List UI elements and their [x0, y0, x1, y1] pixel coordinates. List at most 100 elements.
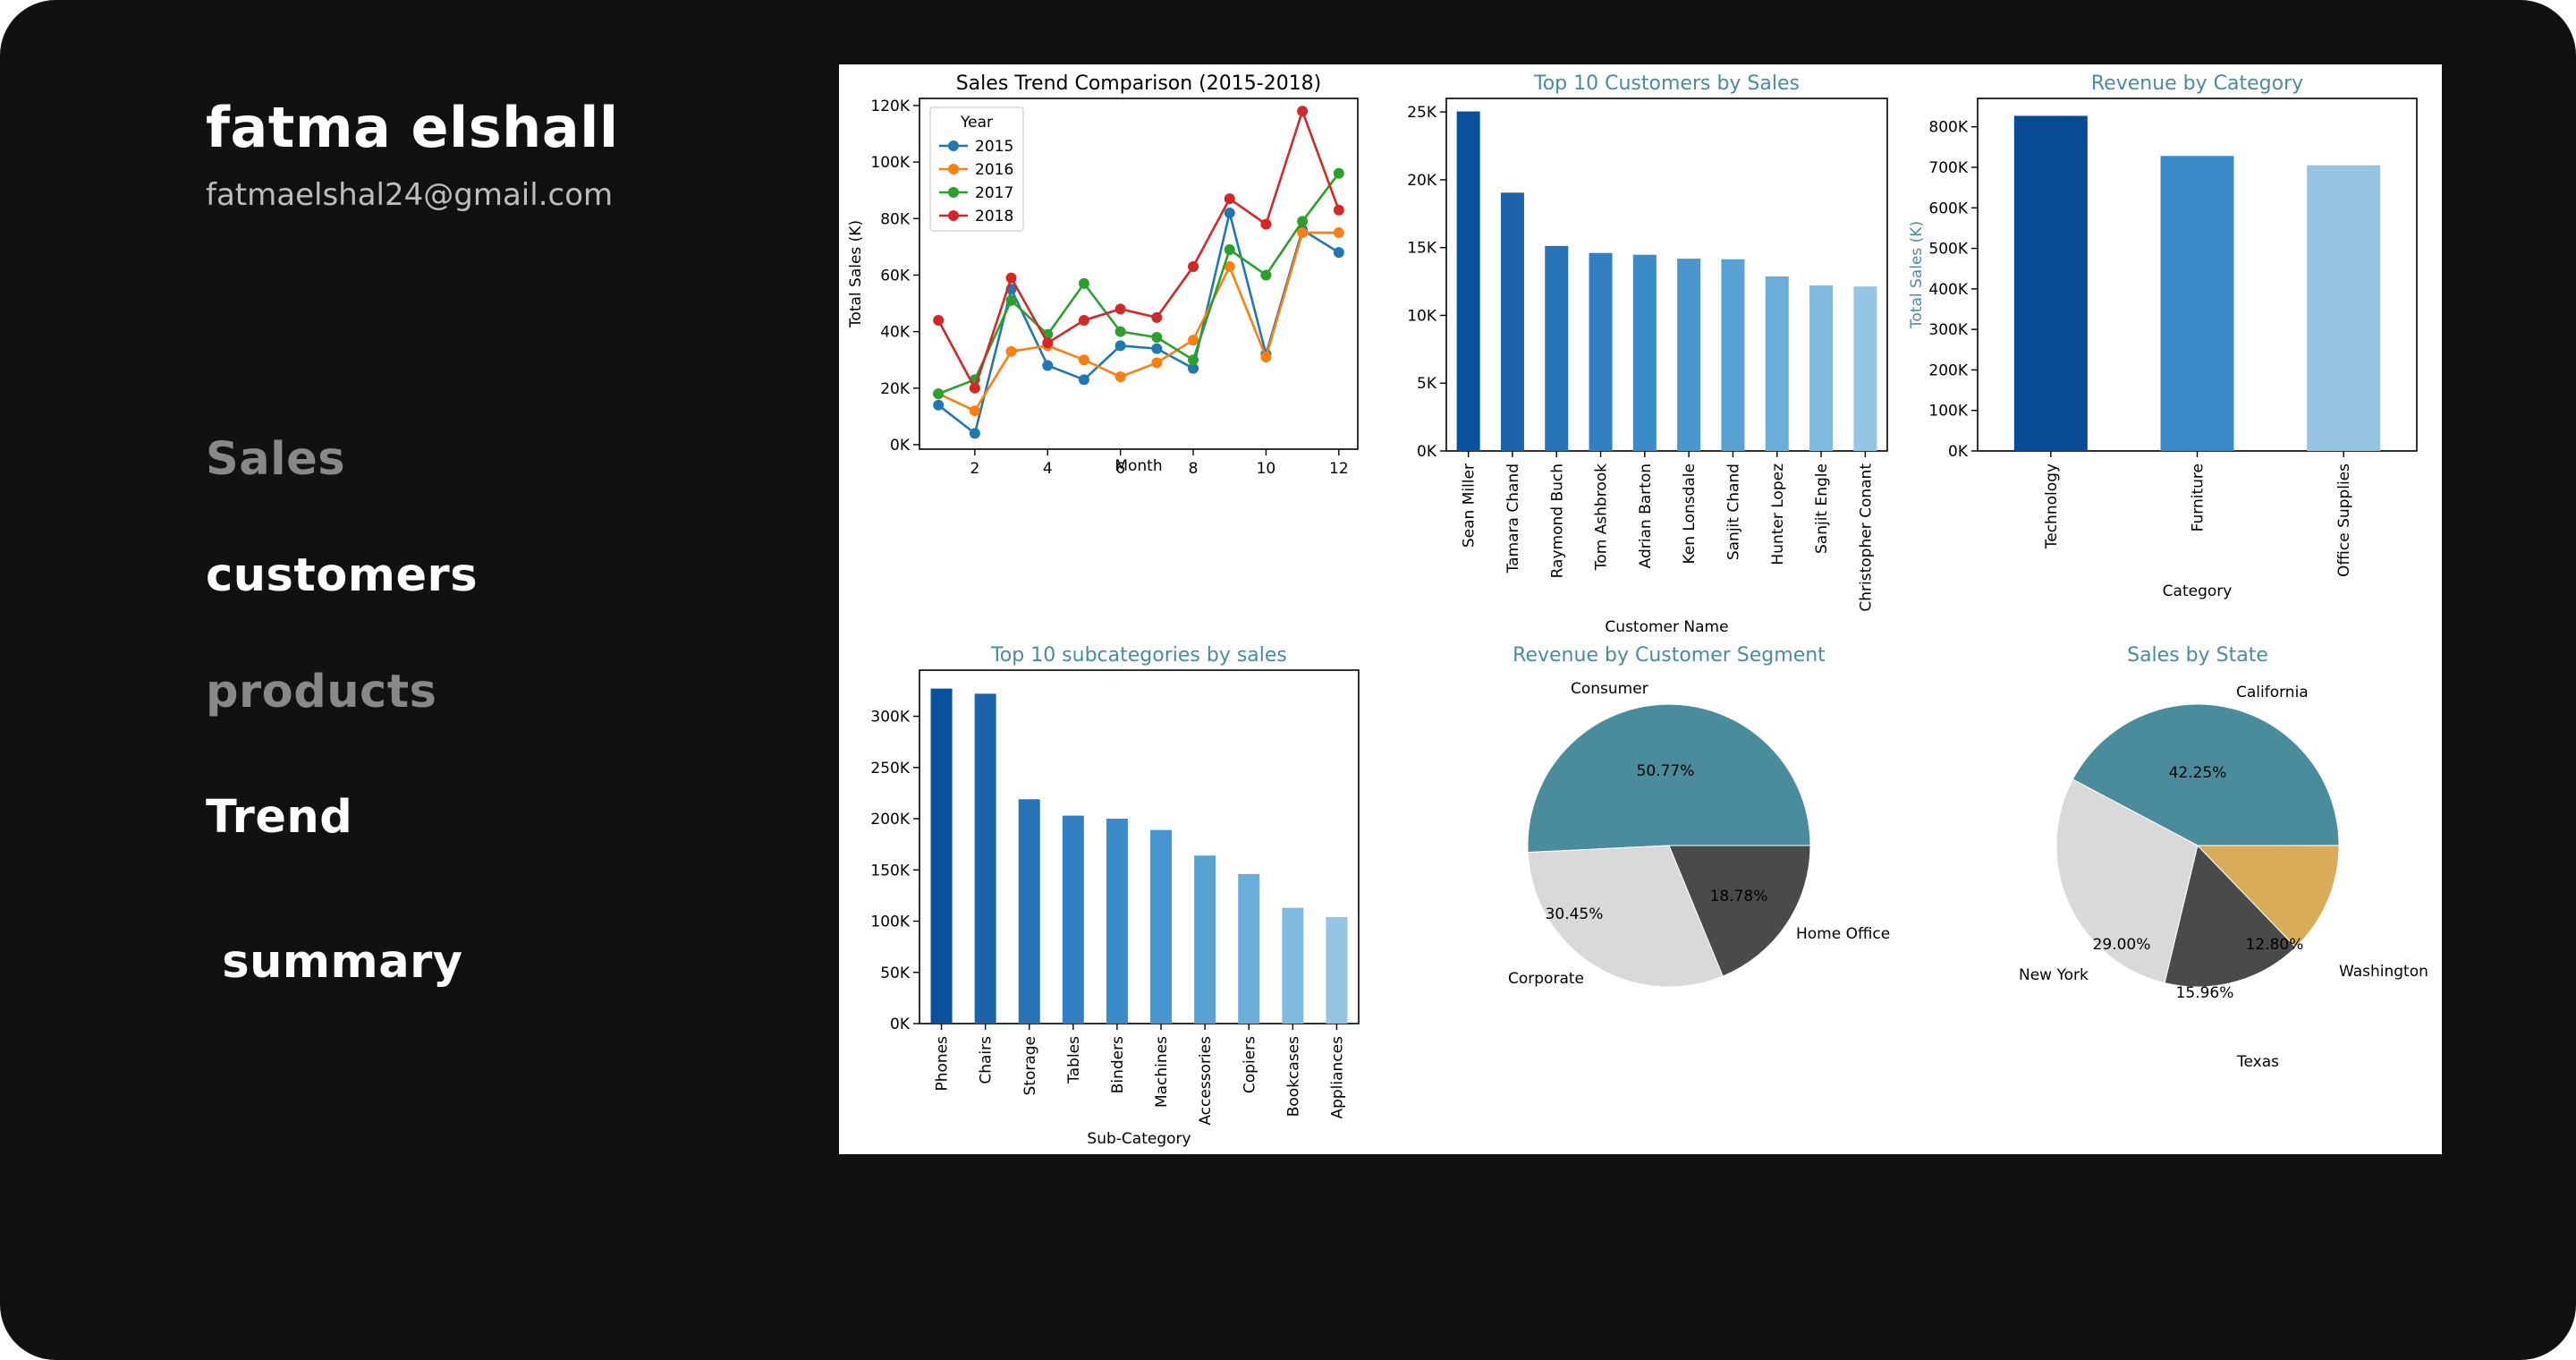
y-tick-label: 200K	[1928, 361, 1968, 379]
legend-marker	[948, 187, 959, 198]
y-tick-label: 100K	[870, 914, 910, 931]
y-tick-label: 300K	[1928, 321, 1968, 339]
pie-slice	[1668, 845, 1811, 977]
bar	[974, 693, 996, 1024]
legend-box	[929, 106, 1024, 232]
bar	[1018, 799, 1040, 1024]
data-point	[969, 405, 980, 417]
x-tick-label: Chairs	[978, 1036, 996, 1084]
data-point	[969, 428, 980, 439]
data-point	[1224, 244, 1235, 256]
y-tick-label: 250K	[870, 760, 910, 778]
pie-slice	[2072, 703, 2340, 846]
pie-slice	[1527, 845, 1724, 988]
bar	[2013, 115, 2088, 451]
data-point	[1151, 331, 1163, 343]
legend-label: 2015	[975, 138, 1013, 156]
chart-title: Sales by State	[2127, 644, 2268, 667]
y-tick-label: 50K	[880, 965, 911, 982]
data-point	[1333, 204, 1344, 216]
x-tick-label: Phones	[934, 1036, 952, 1092]
series-line-2017	[937, 172, 1340, 395]
series-line-2015	[937, 212, 1340, 436]
legend-label: 2018	[975, 208, 1013, 225]
bar	[1106, 819, 1128, 1024]
nav-item-products[interactable]: products	[206, 666, 437, 718]
data-point	[1297, 227, 1309, 239]
slice-label: Texas	[2236, 1053, 2279, 1071]
user-email: fatmaelshal24@gmail.com	[206, 177, 614, 213]
y-tick-label: 0K	[890, 1016, 911, 1033]
nav-item-trend[interactable]: Trend	[206, 791, 353, 844]
pie-slice	[2196, 845, 2340, 948]
y-tick-label: 40K	[880, 324, 911, 342]
data-point	[1333, 227, 1344, 239]
x-tick-label: Raymond Buch	[1548, 463, 1566, 578]
data-point	[1188, 362, 1199, 374]
x-tick-label: Appliances	[1328, 1036, 1346, 1119]
x-axis-label: Category	[2163, 582, 2233, 600]
y-tick-label: 15K	[1407, 240, 1437, 258]
legend-label: 2016	[975, 161, 1013, 179]
data-point	[1114, 340, 1126, 352]
x-tick-label: Ken Lonsdale	[1681, 463, 1699, 565]
x-tick-label: Christopher Conant	[1857, 463, 1875, 612]
bar	[1238, 873, 1260, 1024]
bar	[1194, 855, 1216, 1024]
bar	[1282, 907, 1304, 1024]
data-point	[1224, 193, 1235, 205]
pie-slice	[2164, 844, 2297, 988]
y-tick-label: 60K	[880, 267, 911, 285]
y-tick-label: 0K	[890, 437, 911, 455]
data-point	[1188, 260, 1199, 272]
bar	[1545, 245, 1569, 451]
x-axis-label: Customer Name	[1605, 618, 1728, 636]
pie-slice	[2055, 778, 2199, 984]
nav-item-sales[interactable]: Sales	[206, 433, 346, 486]
bar	[1721, 259, 1745, 451]
legend-label: 2017	[975, 184, 1013, 202]
x-tick-label: Tables	[1065, 1036, 1083, 1084]
data-point	[1188, 335, 1199, 346]
legend-title: Year	[960, 114, 993, 132]
bar	[930, 688, 953, 1024]
slice-label: New York	[2019, 966, 2089, 984]
y-tick-label: 25K	[1407, 104, 1437, 122]
bar	[1150, 829, 1173, 1024]
data-point	[1042, 360, 1054, 371]
x-tick-label: 12	[1329, 460, 1349, 478]
bar	[2160, 156, 2234, 451]
data-point	[1042, 337, 1054, 349]
data-point	[1078, 354, 1089, 366]
x-tick-label: Furniture	[2190, 463, 2207, 531]
y-tick-label: 0K	[1417, 443, 1437, 461]
plot-frame	[1445, 98, 1888, 452]
y-axis-label: Total Sales (K)	[847, 220, 865, 328]
dashboard-charts: Sales Trend Comparison (2015-2018)0K20K4…	[847, 72, 2428, 1148]
data-point	[1078, 314, 1089, 326]
series-line-2016	[937, 231, 1339, 412]
chart-title: Top 10 subcategories by sales	[990, 644, 1287, 667]
y-tick-label: 200K	[870, 811, 910, 829]
data-point	[1005, 345, 1017, 357]
data-point	[1188, 354, 1199, 366]
nav-item-customers[interactable]: customers	[206, 549, 479, 602]
data-point	[1260, 352, 1272, 363]
bar	[1589, 252, 1613, 451]
slice-percent: 50.77%	[1637, 762, 1695, 780]
dashboard-panel: Sales Trend Comparison (2015-2018) 0K 20K 4…	[839, 64, 2442, 1154]
slice-label: Washington	[2339, 963, 2428, 981]
data-point	[1151, 311, 1163, 323]
bar	[1500, 192, 1524, 452]
x-tick-label: 4	[1043, 460, 1053, 478]
slice-percent: 29.00%	[2093, 936, 2151, 954]
data-point	[933, 399, 945, 411]
nav-item-summary[interactable]: summary	[206, 936, 463, 989]
y-tick-label: 400K	[1928, 281, 1968, 299]
y-tick-label: 20K	[880, 380, 911, 398]
data-point	[1005, 272, 1017, 284]
user-name: fatma elshall	[206, 95, 619, 160]
x-tick-label: 2	[970, 460, 979, 478]
chart-title: Top 10 Customers by Sales	[1533, 72, 1800, 95]
data-point	[1114, 371, 1126, 383]
